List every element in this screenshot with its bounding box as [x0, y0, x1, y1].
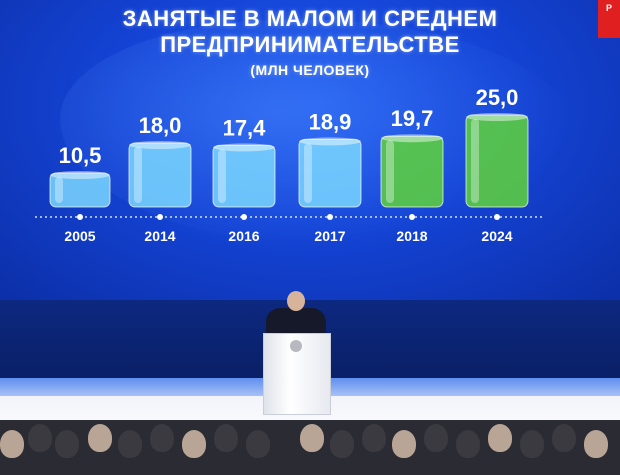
bar-2024	[465, 113, 529, 208]
bar-cap	[129, 141, 191, 149]
bar-highlight	[55, 177, 63, 203]
bar-body	[212, 144, 276, 208]
bar-2018	[380, 134, 444, 208]
chart-title-line-1: ЗАНЯТЫЕ В МАЛОМ И СРЕДНЕМ	[122, 6, 498, 31]
tick-dot	[157, 214, 163, 220]
bar-cap	[466, 113, 528, 121]
bar-highlight	[386, 140, 394, 203]
x-tick-label: 2024	[481, 228, 512, 244]
channel-logo-text: Р	[605, 3, 612, 13]
presentation-screen: ЗАНЯТЫЕ В МАЛОМ И СРЕДНЕМ ПРЕДПРИНИМАТЕЛ…	[0, 0, 620, 300]
x-tick-label: 2005	[64, 228, 95, 244]
value-label: 10,5	[59, 143, 102, 168]
tick-dot	[327, 214, 333, 220]
audience-member	[246, 430, 270, 458]
bar-highlight	[134, 147, 142, 203]
audience-member	[300, 424, 324, 452]
audience-member	[456, 430, 480, 458]
audience-member	[520, 430, 544, 458]
tick-dot	[241, 214, 247, 220]
bar-body	[465, 114, 529, 208]
audience-member	[392, 430, 416, 458]
tick-dot	[409, 214, 415, 220]
bar-highlight	[218, 149, 226, 203]
bar-cap	[50, 171, 110, 179]
audience-member	[584, 430, 608, 458]
audience-member	[88, 424, 112, 452]
audience-member	[118, 430, 142, 458]
x-tick-label: 2014	[144, 228, 175, 244]
chart-title-line-2: ПРЕДПРИНИМАТЕЛЬСТВЕ	[160, 32, 460, 57]
bar-body	[380, 135, 444, 208]
audience-member	[214, 424, 238, 452]
value-label: 18,9	[309, 109, 352, 134]
speaker-head	[287, 291, 305, 311]
x-tick-label: 2016	[228, 228, 259, 244]
bar-body	[128, 142, 192, 208]
audience-member	[552, 424, 576, 452]
audience-member	[330, 430, 354, 458]
audience-member	[424, 424, 448, 452]
tick-dot	[494, 214, 500, 220]
bar-2014	[128, 141, 192, 208]
x-tick-label: 2018	[396, 228, 427, 244]
bar-body	[49, 172, 111, 208]
tick-dot	[77, 214, 83, 220]
audience-member	[55, 430, 79, 458]
audience-member	[0, 430, 24, 458]
value-label: 17,4	[223, 115, 267, 140]
bar-2017	[298, 137, 362, 208]
audience-member	[182, 430, 206, 458]
audience-member	[150, 424, 174, 452]
bar-cap	[299, 137, 361, 146]
chart-unit-label: (МЛН ЧЕЛОВЕК)	[250, 62, 370, 78]
bar-2016	[212, 143, 276, 208]
bar-cap	[381, 134, 443, 143]
channel-logo: Р	[598, 0, 620, 38]
bar-body	[298, 138, 362, 208]
value-label: 25,0	[476, 85, 519, 110]
bar-highlight	[471, 119, 479, 203]
x-tick-label: 2017	[314, 228, 345, 244]
audience-member	[28, 424, 52, 452]
audience-member	[488, 424, 512, 452]
podium-emblem-icon	[290, 340, 302, 352]
bar-cap	[213, 143, 275, 152]
value-label: 19,7	[391, 106, 434, 131]
audience	[0, 420, 620, 475]
bar-2005	[49, 171, 111, 208]
bar-highlight	[304, 143, 312, 203]
audience-member	[362, 424, 386, 452]
bar-chart: 10,5 2005 18,0 2014 17,4 2016 18,9 2017 19,7 2018…	[35, 85, 545, 244]
value-label: 18,0	[139, 113, 182, 138]
